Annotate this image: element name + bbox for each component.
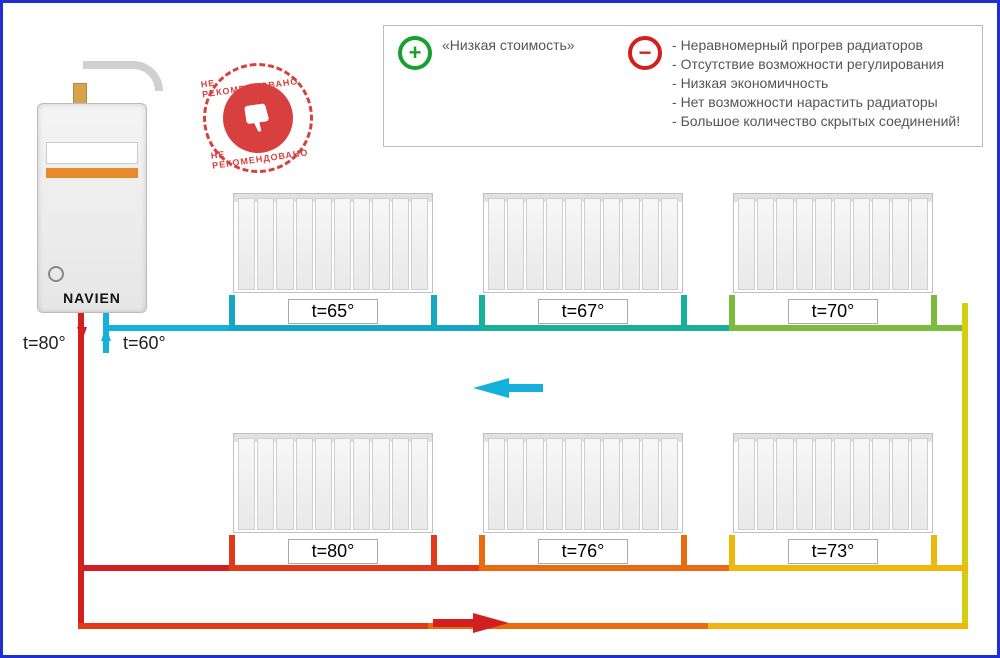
radiator-temp-label: t=65° — [288, 299, 378, 324]
pros-text: «Низкая стоимость» — [442, 37, 575, 53]
pipe-segment — [78, 565, 235, 571]
pipe-segment — [479, 565, 687, 571]
pros-cons-box: + «Низкая стоимость» − Неравномерный про… — [383, 25, 983, 147]
radiator-temp-label: t=76° — [538, 539, 628, 564]
diagram-frame: + «Низкая стоимость» − Неравномерный про… — [0, 0, 1000, 658]
pipe-segment — [729, 565, 937, 571]
plus-icon: + — [398, 36, 432, 70]
pipe-segment — [78, 313, 84, 629]
pipe-segment — [229, 565, 437, 571]
pipe-segment — [681, 325, 735, 331]
cons-item: Нет возможности нарастить радиаторы — [672, 93, 960, 112]
cons-item: Отсутствие возможности регулирования — [672, 55, 960, 74]
cons-item: Неравномерный прогрев радиаторов — [672, 36, 960, 55]
minus-icon: − — [628, 36, 662, 70]
pipe-segment — [103, 313, 109, 353]
radiator: t=70° — [733, 193, 933, 313]
supply-temp-label: t=80° — [23, 333, 66, 354]
pros-list: «Низкая стоимость» — [442, 36, 575, 55]
radiator: t=80° — [233, 433, 433, 553]
pipe-segment — [931, 565, 968, 571]
pipe-segment — [708, 623, 968, 629]
pipe-segment — [229, 325, 437, 331]
cons-item: Низкая экономичность — [672, 74, 960, 93]
radiator: t=67° — [483, 193, 683, 313]
pipe-segment — [78, 623, 428, 629]
radiator-temp-label: t=70° — [788, 299, 878, 324]
pipe-segment — [431, 565, 485, 571]
radiator-temp-label: t=67° — [538, 299, 628, 324]
boiler-brand: NAVIEN — [38, 290, 146, 306]
radiator: t=73° — [733, 433, 933, 553]
cons-item: Большое количество скрытых соединений! — [672, 112, 960, 131]
pipe-segment — [681, 565, 735, 571]
pipe-segment — [729, 325, 937, 331]
radiator: t=65° — [233, 193, 433, 313]
return-temp-label: t=60° — [123, 333, 166, 354]
cons-column: − Неравномерный прогрев радиаторовОтсутс… — [628, 36, 968, 136]
not-recommended-stamp: НЕ РЕКОМЕНДОВАНО НЕ РЕКОМЕНДОВАНО — [196, 56, 320, 180]
pros-column: + «Низкая стоимость» — [398, 36, 628, 136]
radiator-temp-label: t=80° — [288, 539, 378, 564]
pipe-segment — [431, 325, 485, 331]
pipe-segment — [479, 325, 687, 331]
radiator: t=76° — [483, 433, 683, 553]
pipe-segment — [103, 325, 235, 331]
radiator-temp-label: t=73° — [788, 539, 878, 564]
pipe-segment — [962, 303, 968, 629]
boiler-unit: NAVIEN — [37, 103, 147, 313]
pipe-segment — [78, 565, 84, 571]
pipe-segment — [962, 325, 968, 331]
cons-list: Неравномерный прогрев радиаторовОтсутств… — [672, 36, 960, 130]
